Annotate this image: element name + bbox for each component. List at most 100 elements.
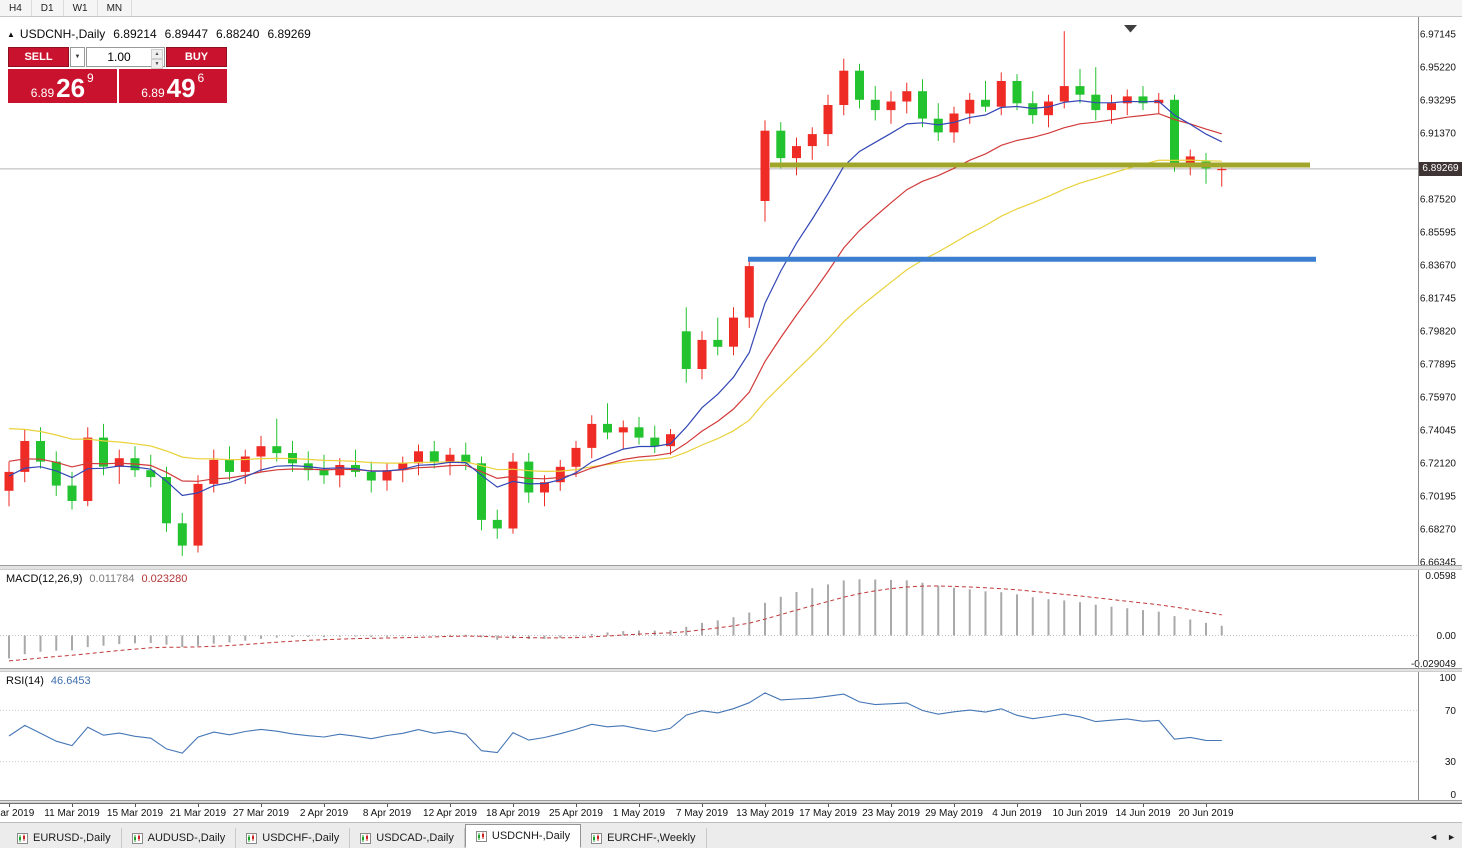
ma-medium-line <box>8 113 1222 482</box>
tab-audusd-daily[interactable]: AUDUSD-,Daily <box>122 828 237 848</box>
buy-price-display[interactable]: 6.89 49 6 <box>118 69 227 103</box>
macd-scale-label: 0.0598 <box>1425 571 1456 582</box>
rsi-name: RSI(14) <box>6 675 44 687</box>
time-axis-label: 20 Jun 2019 <box>1178 808 1234 819</box>
panel-separator[interactable] <box>0 668 1462 672</box>
price-scale-label: 6.75970 <box>1420 393 1457 404</box>
time-axis-label: 12 Apr 2019 <box>423 808 477 819</box>
buy-button[interactable]: BUY <box>166 47 227 67</box>
tab-label: USDCAD-,Daily <box>376 832 454 844</box>
price-scale-label: 6.83670 <box>1420 260 1457 271</box>
rsi-scale-label: 30 <box>1445 757 1457 768</box>
tab-usdchf-daily[interactable]: USDCHF-,Daily <box>236 828 351 848</box>
tab-label: USDCHF-,Daily <box>262 832 340 844</box>
timeframe-button-h4[interactable]: H4 <box>0 0 32 16</box>
time-axis-label: 2 Apr 2019 <box>299 808 349 819</box>
buy-price-prefix: 6.89 <box>141 86 165 100</box>
panel-separator[interactable] <box>0 800 1462 803</box>
panel-separator[interactable] <box>0 565 1462 570</box>
order-options-dropdown[interactable]: ▼ <box>70 47 85 67</box>
time-axis-label: 13 May 2019 <box>736 808 794 819</box>
mini-chart-icon <box>360 832 372 844</box>
price-scale-label: 6.66345 <box>1420 558 1457 566</box>
time-axis-tick <box>1143 804 1144 807</box>
sell-price-sup: 9 <box>87 71 94 85</box>
timeframe-button-w1[interactable]: W1 <box>64 0 98 16</box>
rsi-label: RSI(14) 46.6453 <box>6 675 91 687</box>
chart-tab-bar: EURUSD-,Daily AUDUSD-,Daily USDCHF-,Daily U… <box>0 822 1462 848</box>
main-chart[interactable]: 6.971456.952206.932956.913706.894456.875… <box>0 17 1462 565</box>
timeframe-button-d1[interactable]: D1 <box>32 0 64 16</box>
mini-chart-icon <box>475 830 487 842</box>
sell-button[interactable]: SELL <box>8 47 69 67</box>
time-axis-tick <box>198 804 199 807</box>
time-axis[interactable]: 5 Mar 2019 11 Mar 2019 15 Mar 2019 21 Mar 2… <box>0 803 1462 822</box>
ma-fast-line <box>8 99 1223 497</box>
time-axis-label: 23 May 2019 <box>862 808 920 819</box>
time-axis-label: 21 Mar 2019 <box>169 808 227 819</box>
time-axis-tick <box>1206 804 1207 807</box>
buy-price-big: 49 <box>166 73 196 103</box>
price-scale-label: 6.68270 <box>1420 525 1457 536</box>
time-axis-label: 25 Apr 2019 <box>549 808 603 819</box>
volume-input[interactable]: 1.00 ▲ ▼ <box>86 47 165 69</box>
time-axis-tick <box>450 804 451 807</box>
time-axis-tick <box>1017 804 1018 807</box>
one-click-trading-panel: SELL ▼ 1.00 ▲ ▼ BUY 6.89 26 9 <box>8 47 227 103</box>
tab-label: USDCNH-,Daily <box>491 830 571 842</box>
chart-symbol-label: USDCNH-,Daily <box>19 27 106 41</box>
price-scale-label: 6.74045 <box>1420 426 1457 437</box>
time-axis-tick <box>954 804 955 807</box>
macd-histogram <box>8 579 1223 659</box>
time-axis-tick <box>9 804 10 807</box>
rsi-panel[interactable]: 100 70 30 0 <box>0 672 1462 800</box>
price-scale-label: 6.85595 <box>1420 227 1457 238</box>
price-scale-label: 6.97145 <box>1420 29 1457 40</box>
time-axis-tick <box>72 804 73 807</box>
rsi-line <box>8 692 1222 754</box>
tab-label: EURCHF-,Weekly <box>607 832 696 844</box>
volume-value: 1.00 <box>107 50 131 64</box>
time-axis-label: 8 Apr 2019 <box>362 808 412 819</box>
macd-label: MACD(12,26,9) 0.011784 0.023280 <box>6 573 187 585</box>
sell-price-display[interactable]: 6.89 26 9 <box>8 69 117 103</box>
time-axis-tick <box>261 804 262 807</box>
macd-panel[interactable]: 0.0598 0.00 -0.029049 <box>0 570 1462 668</box>
price-scale-label: 6.93295 <box>1420 95 1457 106</box>
tab-usdcnh-daily[interactable]: USDCNH-,Daily <box>464 824 582 848</box>
chart-shift-marker-icon[interactable] <box>1124 25 1137 33</box>
macd-main-value: 0.011784 <box>89 573 135 585</box>
time-axis-label: 5 Mar 2019 <box>0 808 35 819</box>
chart-high-value: 6.89447 <box>164 27 209 41</box>
volume-up-button[interactable]: ▲ <box>151 49 163 59</box>
rsi-scale-label: 0 <box>1450 790 1456 800</box>
tab-label: AUDUSD-,Daily <box>147 832 226 844</box>
price-scale-label: 6.87520 <box>1420 194 1457 205</box>
macd-signal-value: 0.023280 <box>141 573 188 585</box>
candles-series <box>4 31 1227 556</box>
sell-price-prefix: 6.89 <box>30 86 55 100</box>
ma-slow-line <box>8 159 1222 473</box>
macd-scale-label: -0.029049 <box>1411 659 1456 668</box>
time-axis-tick <box>513 804 514 807</box>
timeframe-button-mn[interactable]: MN <box>98 0 133 16</box>
price-scale-label: 6.91370 <box>1420 128 1457 139</box>
current-price-label: 6.89269 <box>1419 161 1462 176</box>
time-axis-label: 10 Jun 2019 <box>1052 808 1108 819</box>
volume-down-button[interactable]: ▼ <box>151 59 163 69</box>
macd-signal-line <box>8 585 1222 662</box>
tab-eurchf-weekly[interactable]: EURCHF-,Weekly <box>581 828 707 848</box>
time-axis-label: 17 May 2019 <box>799 808 857 819</box>
timeframe-toolbar: H4 D1 W1 MN <box>0 0 1462 17</box>
tab-scroll-right-button[interactable]: ► <box>1447 832 1456 842</box>
mini-chart-icon <box>246 832 258 844</box>
tab-scroll-left-button[interactable]: ◄ <box>1429 832 1439 842</box>
rsi-scale-label: 100 <box>1439 673 1456 684</box>
macd-name: MACD(12,26,9) <box>6 573 83 585</box>
time-axis-tick <box>702 804 703 807</box>
chevron-down-icon: ▼ <box>74 54 81 60</box>
time-axis-tick <box>387 804 388 807</box>
tab-usdcad-daily[interactable]: USDCAD-,Daily <box>350 828 465 848</box>
tab-eurusd-daily[interactable]: EURUSD-,Daily <box>7 828 122 848</box>
time-axis-label: 11 Mar 2019 <box>44 808 100 819</box>
